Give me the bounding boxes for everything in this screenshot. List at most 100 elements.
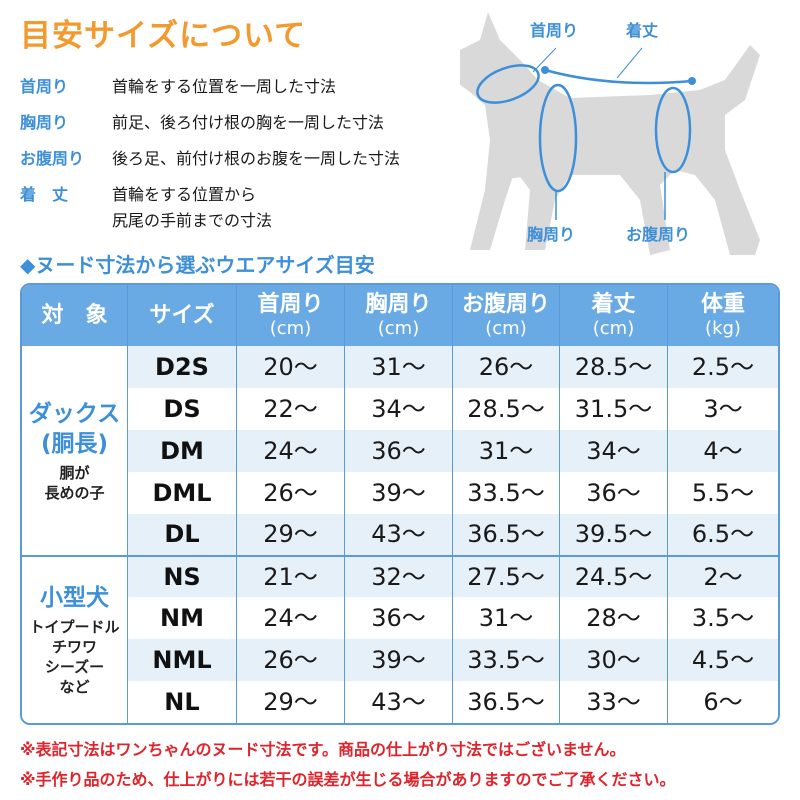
diagram-label-neck: 首周り — [530, 21, 579, 40]
column-header-label: お腹周り — [461, 291, 550, 317]
value-cell: 24〜 — [237, 429, 345, 472]
size-cell: DML — [128, 471, 237, 514]
column-header: サイズ — [128, 285, 237, 346]
value-cell: 20〜 — [237, 346, 345, 388]
belly-ring — [654, 86, 692, 174]
length-start-dot — [541, 66, 549, 74]
target-name: 小型犬 — [40, 585, 109, 612]
neck-ring — [476, 64, 540, 104]
column-header-unit: (cm) — [592, 317, 635, 339]
definition-neck: 首周り 首輪をする位置を一周した寸法 — [20, 76, 450, 100]
value-cell: 24〜 — [237, 597, 345, 640]
value-cell: 2.5〜 — [668, 346, 778, 388]
column-header-label: サイズ — [149, 302, 215, 328]
diagram-label-chest: 胸周り — [527, 225, 576, 244]
value-cell: 31〜 — [345, 346, 453, 388]
value-cell: 27.5〜 — [453, 555, 560, 598]
value-cell: 21〜 — [237, 555, 345, 598]
column-header-label: 着丈 — [591, 291, 636, 317]
value-cell: 32〜 — [345, 555, 453, 598]
value-cell: 28.5〜 — [453, 387, 560, 430]
column-header-unit: (cm) — [485, 317, 527, 339]
length-leader-line — [616, 47, 643, 79]
definition-chest: 胸周り 前足、後ろ付け根の胸を一周した寸法 — [20, 112, 450, 136]
definition-length: 着 丈 首輪をする位置から 尻尾の手前までの寸法 — [20, 184, 450, 234]
size-cell: DM — [128, 429, 237, 472]
value-cell: 3.5〜 — [691, 604, 755, 633]
size-cell: DL — [128, 513, 237, 556]
neck-leader-line — [532, 47, 557, 73]
column-header-label: 対 象 — [41, 302, 108, 328]
size-cell: DS — [128, 387, 237, 430]
definition-label: お腹周り — [20, 149, 85, 168]
value-cell: 36.5〜 — [453, 513, 560, 556]
definition-belly: お腹周り 後ろ足、前付け根のお腹を一周した寸法 — [20, 148, 450, 172]
definition-desc: 後ろ足、前付け根のお腹を一周した寸法 — [112, 149, 401, 168]
note-nude-size: ※表記寸法はワンちゃんのヌード寸法です。商品の仕上がり寸法ではございません。 — [20, 740, 626, 759]
column-header-label: 体重 — [700, 291, 745, 317]
length-line — [544, 68, 693, 85]
value-cell: 30〜 — [560, 639, 668, 682]
value-cell: 33.5〜 — [453, 471, 560, 514]
page-title: 目安サイズについて — [20, 18, 307, 54]
value-cell: 34〜 — [345, 387, 453, 430]
chest-ring — [538, 83, 578, 193]
column-header: 胸周り (cm) — [345, 285, 453, 346]
column-header: 首周り (cm) — [237, 285, 345, 346]
column-header-unit: (kg) — [705, 317, 741, 339]
value-cell: 43〜 — [345, 681, 453, 723]
definitions-list: 首周り 首輪をする位置を一周した寸法 胸周り 前足、後ろ付け根の胸を一周した寸法… — [20, 76, 450, 234]
target-description: トイプードル チワワ シーズー など — [29, 618, 120, 697]
definition-desc: 首輪をする位置から 尻尾の手前までの寸法 — [112, 185, 273, 230]
value-cell: 4.5〜 — [668, 639, 778, 682]
value-cell: 39〜 — [345, 471, 453, 514]
definition-label: 着 丈 — [20, 185, 69, 204]
column-header: 体重 (kg) — [668, 285, 778, 346]
value-cell: 33〜 — [560, 681, 668, 723]
column-header-label: 首周り — [257, 291, 324, 317]
value-cell: 39〜 — [345, 639, 453, 682]
target-group-cell: ダックス (胴長) 胴が 長めの子 — [22, 346, 128, 556]
definition-label: 胸周り — [20, 113, 69, 132]
column-header-unit: (cm) — [377, 317, 420, 339]
size-cell: NL — [128, 681, 237, 723]
value-cell: 3〜 — [703, 394, 743, 423]
column-header: 対 象 — [22, 285, 128, 346]
diagram-label-length: 着丈 — [626, 21, 659, 40]
value-cell: 6〜 — [703, 688, 743, 717]
value-cell: 2〜 — [668, 555, 778, 598]
length-end-dot — [688, 77, 696, 85]
target-description: 胴が 長めの子 — [44, 463, 105, 502]
target-name: ダックス (胴長) — [28, 400, 121, 457]
column-header: お腹周り (cm) — [453, 285, 560, 346]
size-cell: NS — [128, 555, 237, 598]
value-cell: 24.5〜 — [560, 555, 668, 598]
value-cell: 22〜 — [237, 387, 345, 430]
target-group-cell: 小型犬トイプードル チワワ シーズー など — [22, 555, 128, 723]
value-cell: 36.5〜 — [453, 681, 560, 723]
section-title: ◆ヌード寸法から選ぶウエアサイズ目安 — [20, 253, 375, 277]
size-table: 対 象サイズ 首周り (cm) 胸周り (cm) お腹周り (cm) 着丈 (cm) 体重 (kg)… — [20, 283, 780, 725]
value-cell: 26〜 — [237, 639, 345, 682]
value-cell: 31〜 — [453, 429, 560, 472]
value-cell: 31.5〜 — [560, 387, 668, 430]
definition-desc: 前足、後ろ付け根の胸を一周した寸法 — [112, 113, 385, 132]
chest-silhouette-extra — [490, 95, 570, 180]
value-cell: 28.5〜 — [560, 346, 668, 388]
value-cell: 5.5〜 — [691, 478, 755, 507]
note-handmade: ※手作り品のため、仕上がりには若干の誤差が生じる場合がありますのでご了承ください… — [20, 770, 676, 789]
size-cell: D2S — [128, 346, 237, 388]
dog-silhouette — [460, 12, 760, 255]
column-header-label: 胸周り — [365, 291, 432, 317]
size-cell: NML — [128, 639, 237, 682]
size-cell: NM — [128, 597, 237, 640]
value-cell: 36〜 — [345, 429, 453, 472]
diagram-label-belly: お腹周り — [626, 225, 691, 244]
value-cell: 4〜 — [668, 429, 778, 472]
value-cell: 29〜 — [237, 513, 345, 556]
value-cell: 39.5〜 — [560, 513, 668, 556]
dog-measurement-diagram — [460, 12, 760, 255]
definition-label: 首周り — [20, 77, 69, 96]
value-cell: 33.5〜 — [453, 639, 560, 682]
value-cell: 26〜 — [237, 471, 345, 514]
